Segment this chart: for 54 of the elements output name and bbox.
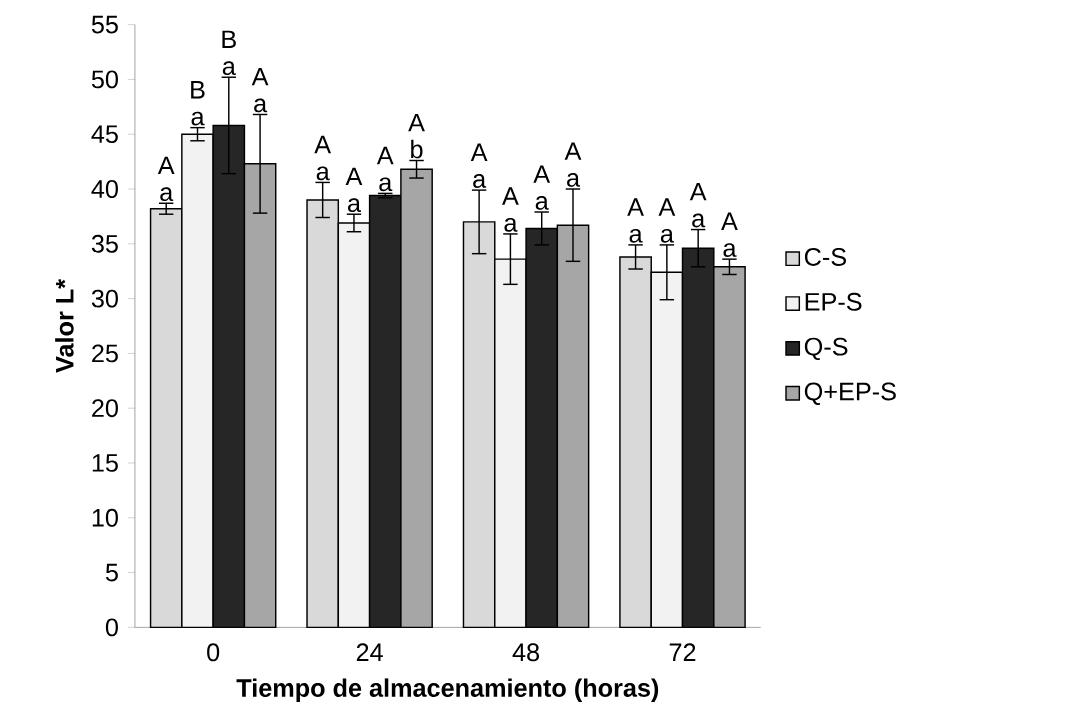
annotation: a — [254, 98, 268, 113]
annotation: a — [379, 177, 393, 192]
y-tick-label: 5 — [105, 563, 118, 582]
annotation: A — [314, 135, 332, 154]
legend-label: Q+EP-S — [804, 382, 896, 405]
annotation: B — [222, 30, 236, 48]
y-tick-label: 10 — [92, 508, 118, 527]
annotation: a — [535, 195, 549, 210]
x-tick-label: 48 — [512, 643, 540, 662]
y-tick-label: 15 — [92, 454, 118, 472]
legend-label: EP-S — [805, 292, 862, 311]
annotation: A — [376, 146, 394, 165]
legend-label: C-S — [804, 247, 846, 266]
annotation: A — [689, 182, 707, 201]
annotation: a — [660, 228, 674, 243]
y-tick-label: 45 — [91, 125, 118, 143]
x-tick-label: 0 — [207, 643, 220, 662]
annotation: a — [160, 187, 174, 201]
x-axis-title: Tiempo de almacenamiento (horas) — [236, 678, 659, 702]
y-tick-label: 25 — [92, 344, 118, 363]
x-tick-label: 24 — [356, 643, 383, 661]
legend-label: Q-S — [804, 337, 848, 360]
annotation: a — [348, 198, 361, 212]
y-tick-label: 20 — [92, 399, 118, 417]
annotation: A — [658, 198, 676, 216]
y-tick-label: 35 — [91, 234, 118, 253]
annotation: B — [191, 80, 205, 99]
annotation: a — [473, 173, 487, 188]
annotation: b — [411, 139, 423, 159]
annotation: A — [470, 143, 488, 161]
y-tick-label: 30 — [91, 289, 118, 308]
annotation: a — [567, 172, 581, 187]
annotation: a — [222, 61, 236, 75]
annotation: A — [627, 198, 644, 216]
y-tick-label: 40 — [91, 179, 118, 198]
y-tick-label: 50 — [91, 70, 118, 89]
y-tick-label: 0 — [105, 618, 118, 637]
annotation: A — [564, 142, 582, 160]
annotation: a — [316, 166, 330, 181]
annotation: A — [157, 156, 175, 174]
y-tick-label: 55 — [91, 15, 118, 34]
annotation: a — [723, 242, 737, 257]
annotation: A — [251, 67, 269, 86]
annotation: a — [629, 228, 643, 243]
annotation: A — [721, 212, 738, 230]
annotation: A — [502, 187, 519, 205]
annotation: A — [408, 113, 425, 132]
annotation: A — [345, 167, 363, 185]
annotation: a — [191, 111, 205, 126]
annotation: a — [504, 217, 518, 232]
annotation: A — [533, 165, 551, 183]
y-axis-title: Valor L* — [55, 278, 74, 373]
x-tick-label: 72 — [669, 643, 696, 661]
annotation: a — [692, 213, 706, 228]
